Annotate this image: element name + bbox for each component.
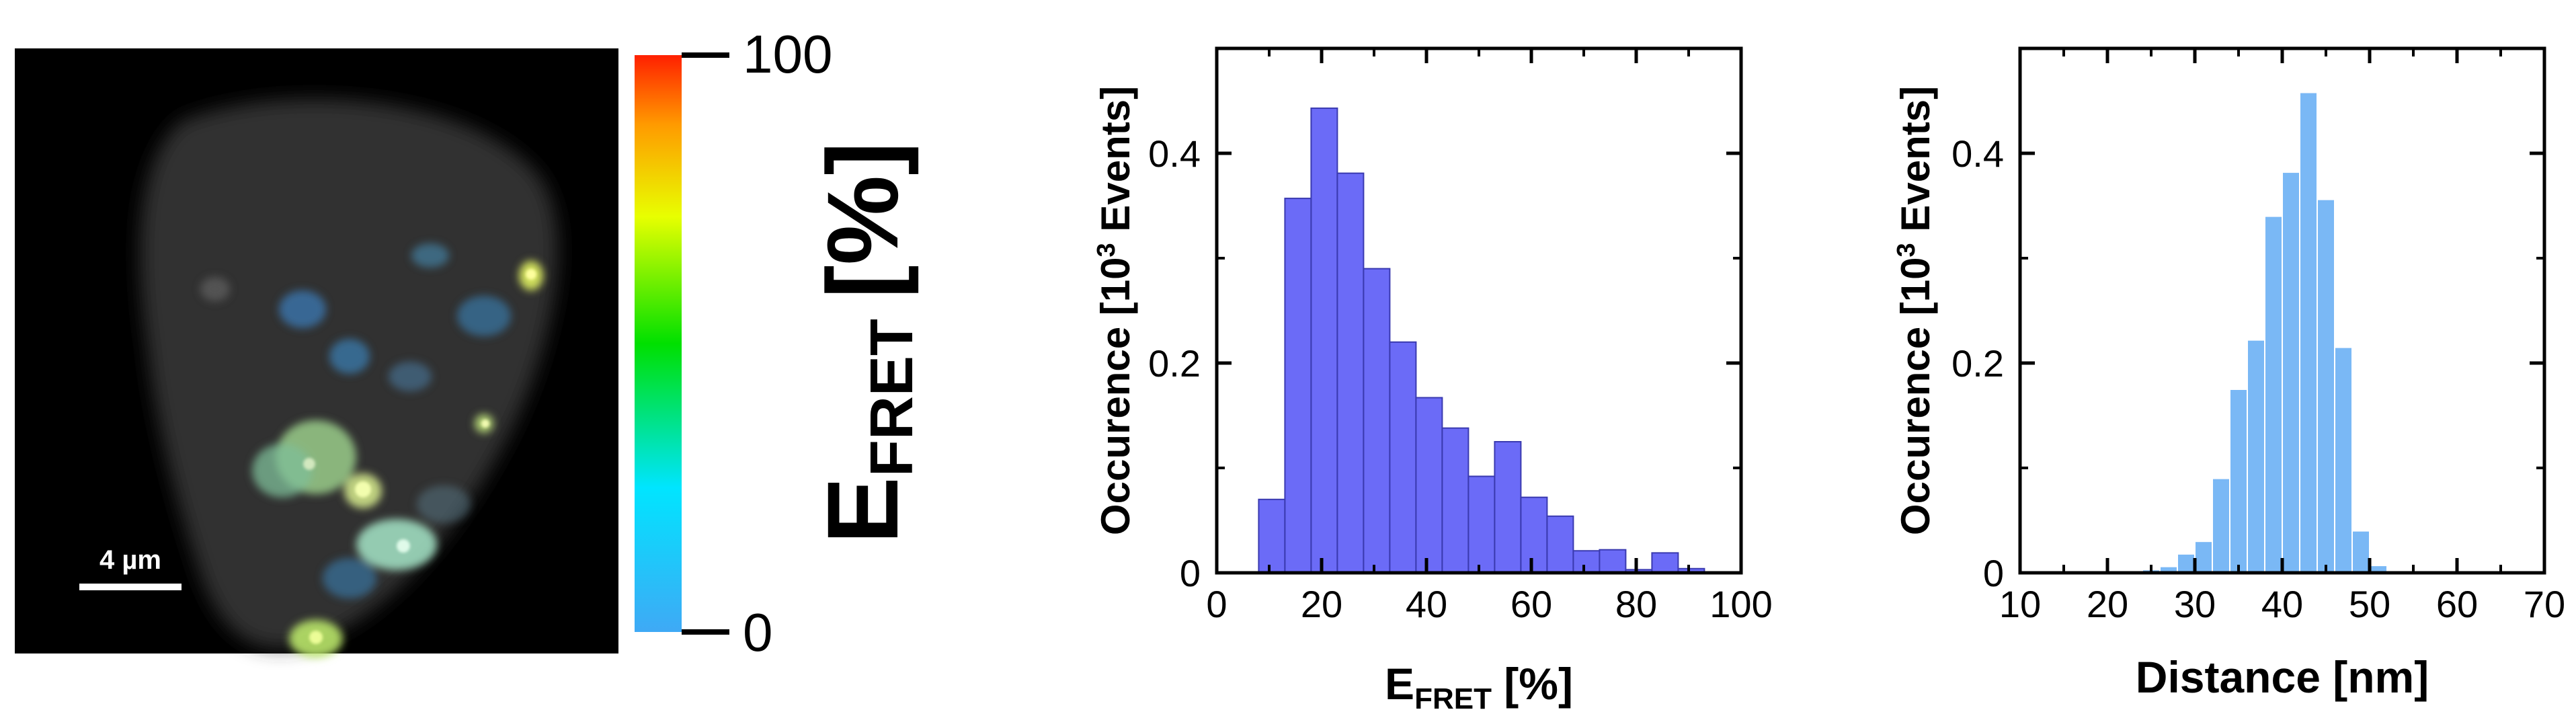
microscopy-image: 4 µm (15, 48, 618, 658)
efret-xlabel-sub: FRET (1414, 682, 1492, 714)
efret-ylabel-main: Occurence [10 (1093, 257, 1138, 536)
efret-bar (1363, 268, 1391, 573)
efret-bar (1546, 515, 1574, 574)
distance-bar (2317, 198, 2335, 573)
bright-highlights (303, 269, 536, 644)
colorbar-min-label: 0 (743, 602, 773, 662)
distance-x-tick-label: 20 (2087, 583, 2128, 625)
efret-x-tick-label: 0 (1206, 583, 1227, 625)
distance-x-axis-label: Distance [nm] (2136, 652, 2429, 702)
efret-axes: 0 20 40 60 80 100 0 0.2 0.4 (1148, 48, 1773, 625)
efret-ylabel-sup: 3 (1092, 243, 1121, 257)
efret-x-tick-label: 20 (1301, 583, 1342, 625)
colorbar-max-label: 100 (743, 24, 832, 84)
distance-x-tick-label: 10 (1999, 583, 2041, 625)
efret-x-axis-label: EFRET [%] (1385, 659, 1573, 714)
distance-y-tick-label: 0.4 (1951, 132, 2004, 175)
distance-bar (2247, 339, 2265, 573)
efret-bar (1415, 397, 1443, 573)
distance-bar (2194, 541, 2213, 574)
colorbar: 100 0 EFRET [%] (635, 24, 926, 662)
efret-y-axis-label: Occurence [103 Events] (1092, 86, 1138, 535)
efret-y-tick-label: 0.2 (1148, 342, 1201, 385)
distance-bars (2019, 91, 2423, 574)
efret-x-tick-label: 60 (1511, 583, 1552, 625)
efret-bar (1336, 172, 1365, 573)
colorbar-strip (635, 55, 682, 632)
efret-x-tick-label: 80 (1615, 583, 1657, 625)
efret-y-tick-label: 0.4 (1148, 132, 1201, 175)
distance-bar (2229, 389, 2248, 573)
efret-xlabel-main: E (1385, 659, 1414, 709)
efret-bar (1441, 427, 1470, 573)
distance-y-axis-label: Occurence [103 Events] (1892, 86, 1938, 535)
distance-x-tick-label: 60 (2436, 583, 2478, 625)
distance-bar (2264, 215, 2283, 574)
efret-bar (1494, 441, 1522, 573)
efret-xlabel-unit: [%] (1492, 659, 1573, 709)
colorbar-label-unit: [%] (806, 142, 919, 299)
distance-x-tick-label: 30 (2174, 583, 2216, 625)
efret-bar (1284, 198, 1312, 573)
colorbar-axis-label: EFRET [%] (806, 142, 926, 544)
distance-y-tick-label: 0.2 (1951, 342, 2004, 385)
distance-bar (2351, 530, 2370, 573)
efret-bar (1520, 496, 1548, 573)
fluorescence-spots (200, 243, 543, 658)
colorbar-label-main: E (806, 477, 919, 544)
efret-y-tick-label: 0 (1180, 552, 1201, 594)
distance-x-tick-label: 40 (2261, 583, 2303, 625)
colorbar-label-sub: FRET (858, 319, 926, 477)
scale-bar (79, 584, 182, 590)
distance-bar (2299, 91, 2318, 573)
efret-bar (1389, 341, 1417, 573)
distance-x-tick-label: 70 (2524, 583, 2565, 625)
efret-bar (1572, 550, 1601, 573)
distance-ylabel-tail: Events] (1893, 86, 1938, 243)
distance-histogram: 10 20 30 40 50 60 70 0 0.2 0.4 Distance [nm] Occu… (1892, 46, 2565, 702)
efret-bar (1651, 552, 1679, 573)
efret-x-tick-label: 40 (1406, 583, 1447, 625)
efret-bar (1599, 549, 1627, 573)
distance-bar (2334, 346, 2353, 573)
distance-x-tick-label: 50 (2349, 583, 2390, 625)
distance-y-tick-label: 0 (1983, 552, 2004, 594)
efret-histogram: 0 20 40 60 80 100 0 0.2 0.4 EFRET [%] Occurence … (1092, 46, 1773, 714)
distance-bar (2212, 477, 2230, 573)
distance-bar (2177, 553, 2196, 573)
efret-ylabel-tail: Events] (1093, 86, 1138, 243)
distance-ylabel-main: Occurence [10 (1893, 257, 1938, 536)
distance-bar (2282, 171, 2300, 573)
distance-axes: 10 20 30 40 50 60 70 0 0.2 0.4 (1951, 48, 2565, 625)
efret-bar (1467, 475, 1496, 573)
efret-bar (1258, 498, 1286, 573)
efret-bars (1258, 107, 1705, 574)
scale-bar-label: 4 µm (99, 545, 161, 575)
efret-x-tick-label: 100 (1709, 583, 1772, 625)
distance-ylabel-sup: 3 (1892, 243, 1921, 257)
efret-bar (1310, 107, 1338, 574)
